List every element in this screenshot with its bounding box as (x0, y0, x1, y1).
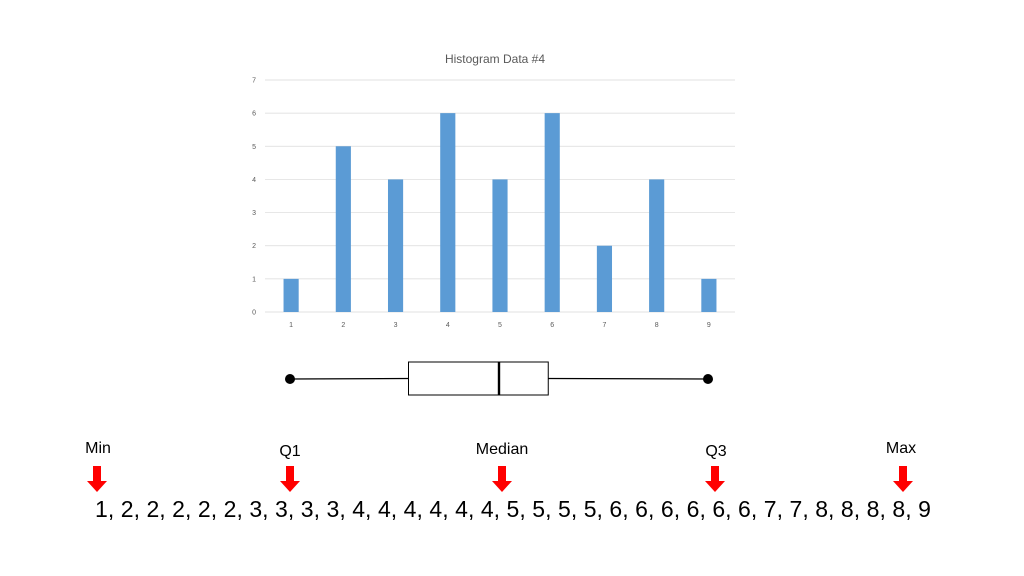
median-label: Median (475, 441, 529, 458)
bar-2 (335, 146, 351, 312)
min-label: Min (85, 440, 111, 457)
y-tick-label: 1 (252, 276, 256, 283)
x-tick-label: 5 (498, 322, 502, 329)
bar-3 (387, 179, 404, 312)
y-tick-label: 3 (252, 210, 256, 217)
q3-label: Q3 (705, 443, 727, 460)
min-point (285, 374, 295, 384)
bar-1 (283, 278, 299, 312)
max-label: Max (885, 440, 917, 457)
x-tick-label: 4 (446, 322, 450, 329)
bar-6 (544, 113, 560, 313)
bars (283, 113, 717, 313)
max-point (703, 374, 713, 384)
box-iqr (408, 361, 549, 396)
y-tick-label: 0 (252, 310, 256, 317)
x-tick-label: 1 (289, 322, 293, 329)
x-tick-label: 3 (394, 322, 398, 329)
box-plot (285, 361, 713, 396)
data-sequence: 1, 2, 2, 2, 2, 2, 3, 3, 3, 3, 4, 4, 4, 4… (95, 496, 931, 522)
y-tick-label: 5 (252, 144, 256, 151)
y-tick-label: 2 (252, 243, 256, 250)
x-tick-labels: 1 2 3 4 5 6 7 8 9 (289, 322, 711, 329)
bar-5 (492, 179, 508, 312)
upper-whisker (548, 377, 709, 380)
bar-8 (649, 179, 665, 312)
x-tick-label: 8 (655, 322, 659, 329)
bar-9 (701, 278, 717, 312)
bar-4 (440, 113, 456, 313)
bar-7 (596, 245, 613, 312)
x-tick-label: 9 (707, 322, 711, 329)
y-tick-label: 7 (252, 78, 256, 85)
y-tick-label: 6 (252, 111, 256, 118)
x-tick-label: 2 (341, 322, 345, 329)
x-tick-label: 7 (602, 322, 606, 329)
q1-label: Q1 (279, 443, 301, 460)
chart-title: Histogram Data #4 (445, 52, 545, 66)
y-tick-labels: 0 1 2 3 4 5 6 7 (252, 78, 256, 317)
lower-whisker (289, 377, 409, 380)
y-tick-label: 4 (252, 177, 256, 184)
x-tick-label: 6 (550, 322, 554, 329)
